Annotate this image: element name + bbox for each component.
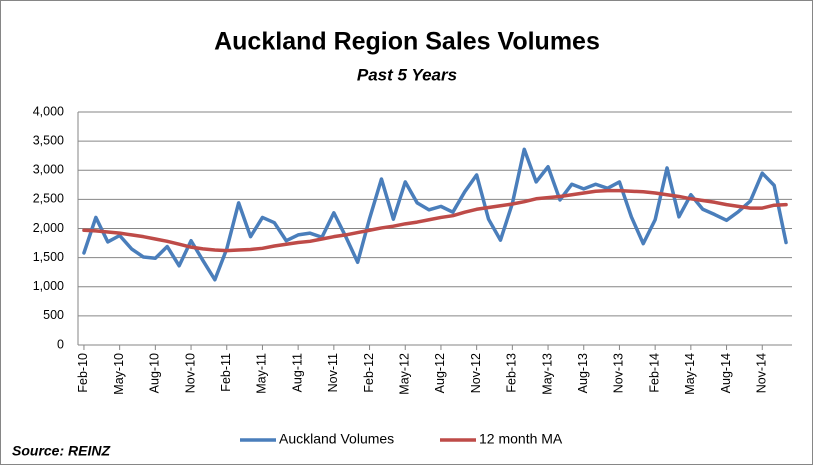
source-note: Source: REINZ [12, 443, 110, 459]
x-tick-label: May-13 [540, 353, 554, 395]
x-tick-label: May-11 [255, 353, 269, 394]
y-tick-label: 1,500 [33, 250, 64, 264]
legend-label: 12 month MA [479, 431, 563, 447]
y-tick-label: 2,500 [33, 192, 64, 206]
x-tick-label: Feb-14 [647, 353, 661, 393]
x-tick-label: Nov-14 [755, 353, 769, 393]
x-tick-label: May-12 [398, 353, 412, 395]
x-tick-label: Feb-13 [505, 353, 519, 393]
x-tick-label: Feb-11 [219, 353, 233, 392]
y-tick-label: 1,000 [33, 279, 64, 293]
x-tick-label: Aug-13 [576, 353, 590, 393]
y-tick-label: 500 [43, 308, 64, 322]
series-line [82, 147, 788, 282]
x-tick-label: Nov-10 [183, 353, 197, 393]
x-tick-label: Feb-10 [76, 353, 90, 393]
x-tick-label: Feb-12 [362, 353, 376, 393]
x-tick-label: May-10 [112, 353, 126, 395]
y-tick-label: 2,000 [33, 221, 64, 235]
chart-subtitle: Past 5 Years [357, 65, 457, 84]
y-tick-label: 3,000 [33, 163, 64, 177]
x-tick-label: May-14 [683, 353, 697, 395]
y-tick-label: 0 [57, 337, 64, 351]
y-tick-label: 3,500 [33, 133, 64, 147]
x-tick-label: Aug-11 [290, 353, 304, 392]
x-tick-label: Aug-12 [433, 353, 447, 393]
x-tick-label: Aug-10 [148, 353, 162, 393]
x-tick-label: Nov-11 [326, 353, 340, 392]
y-tick-label: 4,000 [33, 104, 64, 118]
x-tick-label: Aug-14 [719, 353, 733, 393]
x-tick-label: Nov-12 [469, 353, 483, 393]
chart-title: Auckland Region Sales Volumes [214, 28, 600, 56]
series-line [82, 188, 788, 253]
x-tick-label: Nov-13 [612, 353, 626, 393]
legend-label: Auckland Volumes [279, 431, 394, 447]
